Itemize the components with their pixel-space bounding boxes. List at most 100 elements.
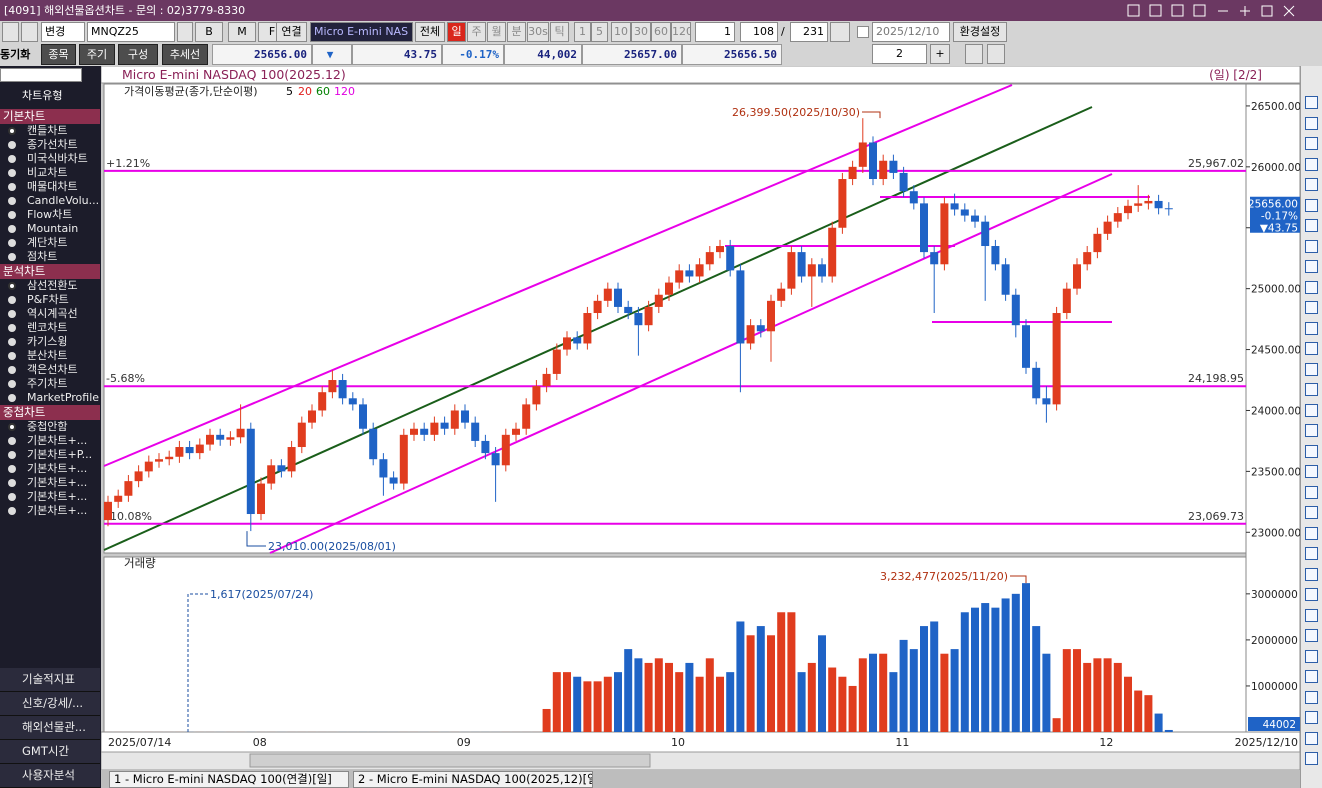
chart-type-item[interactable]: P&F차트 bbox=[27, 293, 69, 306]
checkbox[interactable] bbox=[857, 26, 869, 38]
draw-tool[interactable] bbox=[1305, 424, 1318, 437]
sidebar-button[interactable]: 사용자분석 bbox=[0, 764, 100, 788]
maximize[interactable] bbox=[1261, 5, 1273, 17]
chart-tab[interactable]: 1 - Micro E-mini NASDAQ 100(연결)[일] bbox=[109, 771, 349, 788]
chart-type-item[interactable]: Flow차트 bbox=[27, 208, 73, 221]
zoom-btn[interactable] bbox=[830, 22, 850, 42]
radio[interactable] bbox=[8, 141, 16, 149]
close[interactable] bbox=[1283, 5, 1295, 17]
chart-type-item[interactable]: Mountain bbox=[27, 222, 79, 235]
code-input[interactable]: MNQZ25 bbox=[87, 22, 175, 42]
chart-type-item[interactable]: CandleVolu... bbox=[27, 194, 100, 207]
draw-tool[interactable] bbox=[1305, 178, 1318, 191]
radio[interactable] bbox=[8, 423, 16, 431]
radio[interactable] bbox=[8, 338, 16, 346]
btn-icon[interactable] bbox=[1193, 4, 1206, 17]
chart-type-item[interactable]: 객은선차트 bbox=[27, 363, 78, 376]
tool-icon[interactable] bbox=[987, 44, 1005, 64]
radio[interactable] bbox=[8, 437, 16, 445]
radio[interactable] bbox=[8, 282, 16, 290]
radio[interactable] bbox=[8, 394, 16, 402]
num-btn[interactable]: 5 bbox=[591, 22, 608, 42]
draw-tool[interactable] bbox=[1305, 485, 1318, 499]
chart-tab[interactable]: 2 - Micro E-mini NASDAQ 100(2025,12)[일] bbox=[353, 771, 593, 788]
period-btn[interactable]: 주 bbox=[467, 22, 486, 42]
draw-tool[interactable] bbox=[1305, 137, 1318, 150]
tool-icon[interactable] bbox=[2, 22, 19, 42]
draw-tool[interactable] bbox=[1305, 752, 1318, 765]
draw-tool[interactable] bbox=[1305, 629, 1318, 642]
tool-icon[interactable] bbox=[965, 44, 983, 64]
chart-type-item[interactable]: 렌코차트 bbox=[27, 321, 68, 334]
radio[interactable] bbox=[8, 127, 16, 135]
radio[interactable] bbox=[8, 493, 16, 501]
chart-type-item[interactable]: 삼선전환도 bbox=[27, 279, 78, 292]
chart-type-item[interactable]: MarketProfile bbox=[27, 391, 100, 404]
chart-type-item[interactable]: 중첩안함 bbox=[27, 420, 68, 433]
layout-select[interactable]: 2 bbox=[872, 44, 927, 64]
chart-type-item[interactable]: 기본차트+... bbox=[27, 490, 88, 503]
period-btn[interactable]: 일 bbox=[447, 22, 466, 42]
shown-input[interactable]: 108 bbox=[740, 22, 778, 42]
chart-type-item[interactable]: 기본차트+... bbox=[27, 476, 88, 489]
num-btn[interactable]: 120 bbox=[671, 22, 691, 42]
draw-tool[interactable] bbox=[1305, 444, 1318, 458]
radio[interactable] bbox=[8, 169, 16, 177]
scroll-thumb[interactable] bbox=[249, 753, 651, 768]
radio[interactable] bbox=[8, 225, 16, 233]
draw-tool[interactable] bbox=[1305, 260, 1318, 273]
add-btn[interactable]: + bbox=[930, 44, 950, 64]
quote-tab[interactable]: 종목 bbox=[41, 44, 76, 65]
chart-type-item[interactable]: 기본차트+P... bbox=[27, 448, 93, 461]
draw-tool[interactable] bbox=[1305, 157, 1318, 171]
draw-tool[interactable] bbox=[1305, 649, 1318, 663]
draw-tool[interactable] bbox=[1305, 465, 1318, 478]
chart-type-item[interactable]: 카기스윙 bbox=[27, 335, 68, 348]
radio[interactable] bbox=[8, 507, 16, 515]
radio[interactable] bbox=[8, 352, 16, 360]
draw-tool[interactable] bbox=[1305, 670, 1318, 683]
draw-tool[interactable] bbox=[1305, 321, 1318, 335]
radio[interactable] bbox=[8, 310, 16, 318]
num-btn[interactable]: 60 bbox=[651, 22, 671, 42]
chart-type-item[interactable]: 종가선차트 bbox=[27, 138, 78, 151]
draw-tool[interactable] bbox=[1305, 403, 1318, 417]
chart-type-item[interactable]: 기본차트+... bbox=[27, 504, 88, 517]
count-input[interactable]: 1 bbox=[695, 22, 735, 42]
draw-tool[interactable] bbox=[1305, 567, 1318, 581]
flag-btn[interactable]: M bbox=[228, 22, 256, 42]
draw-tool[interactable] bbox=[1305, 506, 1318, 519]
sidebar-button[interactable]: 신호/강세/... bbox=[0, 692, 100, 716]
chart-type-item[interactable]: 분산차트 bbox=[27, 349, 68, 362]
sidebar-button[interactable]: GMT시간 bbox=[0, 740, 100, 764]
radio[interactable] bbox=[8, 366, 16, 374]
draw-tool[interactable] bbox=[1305, 731, 1318, 745]
draw-tool[interactable] bbox=[1305, 116, 1318, 130]
tool-icon[interactable] bbox=[21, 22, 38, 42]
radio[interactable] bbox=[8, 296, 16, 304]
chart-type-item[interactable]: 미국식바차트 bbox=[27, 152, 88, 165]
chart-type-item[interactable]: 기본차트+... bbox=[27, 434, 88, 447]
draw-tool[interactable] bbox=[1305, 96, 1318, 109]
radio[interactable] bbox=[8, 380, 16, 388]
date-select[interactable]: 2025/12/10 bbox=[872, 22, 950, 42]
draw-tool[interactable] bbox=[1305, 342, 1318, 355]
search-btn[interactable] bbox=[177, 22, 193, 42]
num-btn[interactable]: 10 bbox=[611, 22, 631, 42]
btn-icon[interactable] bbox=[1149, 4, 1162, 17]
settings-btn[interactable]: 환경설정 bbox=[953, 22, 1007, 42]
flag-btn[interactable]: B bbox=[195, 22, 223, 42]
radio[interactable] bbox=[8, 465, 16, 473]
draw-tool[interactable] bbox=[1305, 219, 1318, 232]
draw-tool[interactable] bbox=[1305, 198, 1318, 212]
mode-select[interactable]: 변경 bbox=[41, 22, 85, 42]
chart-type-item[interactable]: 기본차트+... bbox=[27, 462, 88, 475]
connect-btn[interactable]: 연결 bbox=[276, 22, 307, 42]
radio[interactable] bbox=[8, 197, 16, 205]
btn-icon[interactable] bbox=[1171, 4, 1184, 17]
all-btn[interactable]: 전체 bbox=[415, 22, 445, 42]
chart-type-item[interactable]: 주기차트 bbox=[27, 377, 68, 390]
search-box[interactable] bbox=[0, 68, 82, 82]
chart-type-item[interactable]: 점차트 bbox=[27, 250, 58, 263]
chart-type-item[interactable]: 매물대차트 bbox=[27, 180, 78, 193]
